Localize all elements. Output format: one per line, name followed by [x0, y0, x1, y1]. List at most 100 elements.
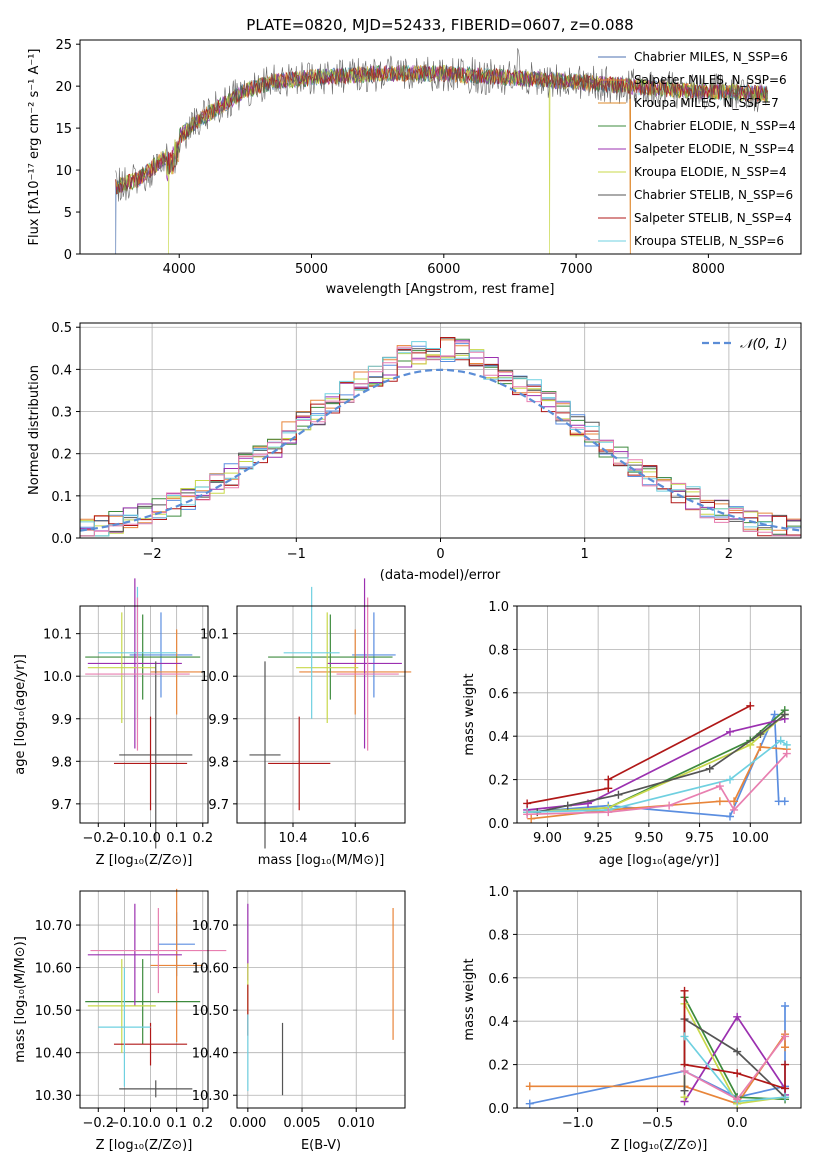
y-axis-label: mass [log₁₀(M/M⊙)]	[13, 936, 28, 1063]
legend-label: Chabrier ELODIE, N_SSP=4	[634, 119, 796, 133]
y-tick-label: 0.3	[51, 406, 72, 421]
panel-weight_vs_age: 9.00 9.25 9.50 9.75 10.00 0.0 0.2 0.4 0.6 0.8 1.0 a…	[462, 600, 802, 868]
residual-x-ticks: −2 −1 0 1 2	[143, 538, 733, 562]
weight-marker	[746, 701, 755, 710]
x-tick-label: −1.0	[562, 1116, 594, 1131]
weight-marker	[781, 1060, 790, 1069]
x-tick-label: 0.010	[338, 1116, 375, 1131]
x-tick-label: 9.25	[584, 831, 613, 846]
axes-frame	[516, 890, 802, 1109]
legend-label: Kroupa STELIB, N_SSP=6	[634, 234, 784, 248]
spectrum-lines	[115, 48, 769, 255]
x-tick-label: 7000	[560, 262, 593, 277]
x-tick-label: −0.2	[82, 1116, 114, 1131]
y-tick-label: 10.0	[200, 670, 229, 685]
residual-xlabel: (data-model)/error	[380, 568, 501, 583]
y-tick-label: 10	[55, 164, 72, 179]
weight-marker	[782, 740, 791, 749]
y-tick-label: 10.30	[35, 1089, 72, 1104]
panel-age_vs_mass: 10.4 10.6 9.7 9.8 9.9 10.0 10.1 mass [log₁₀(M/M…	[200, 578, 412, 868]
x-tick-label: 0.2	[192, 831, 213, 846]
weight-marker	[527, 814, 536, 823]
weight-marker	[715, 782, 724, 791]
y-tick-label: 10.70	[192, 919, 229, 934]
weight-marker	[733, 1047, 742, 1056]
y-tick-label: 0.8	[488, 643, 509, 658]
weight-series-8	[527, 753, 788, 816]
x-axis-label: Z [log₁₀(Z/Z⊙)]	[611, 1138, 708, 1153]
residual-histograms	[80, 337, 801, 537]
weight-marker	[782, 749, 791, 758]
y-tick-label: 10.60	[192, 962, 229, 977]
y-tick-label: 20	[55, 80, 72, 95]
weight-marker	[614, 790, 623, 799]
weight-marker	[781, 1084, 790, 1093]
weight-marker	[733, 1095, 742, 1104]
y-tick-label: 0.0	[488, 817, 509, 832]
y-tick-label: 10.1	[43, 628, 72, 643]
x-tick-label: 5000	[295, 262, 328, 277]
spectrum-panel: 4000 5000 6000 7000 8000 0 5 10 15 20 25 waveleng…	[27, 38, 802, 297]
weight-marker	[780, 710, 789, 719]
panel-weight_vs_Z: −1.0 −0.5 0.0 0.0 0.2 0.4 0.6 0.8 1.0 Z [log₁₀(Z/…	[462, 885, 802, 1153]
small-panels: −0.2−0.1 0.0 0.1 0.29.79.89.910.010.1Z [log…	[13, 578, 802, 1153]
weight-marker	[770, 710, 779, 719]
residual-histogram-8	[80, 341, 801, 537]
weight-marker	[756, 730, 765, 739]
y-axis-label: mass weight	[462, 958, 477, 1040]
x-tick-label: 10.00	[732, 831, 769, 846]
y-tick-label: 10.60	[35, 962, 72, 977]
y-tick-label: 0.6	[488, 972, 509, 987]
x-tick-label: 0.1	[166, 1116, 187, 1131]
weight-marker	[780, 797, 789, 806]
x-tick-label: −2	[143, 547, 162, 562]
y-tick-label: 10.40	[35, 1047, 72, 1062]
y-tick-label: 10.50	[192, 1004, 229, 1019]
weight-series-1	[531, 746, 787, 820]
weight-marker	[525, 1099, 534, 1108]
weight-marker	[563, 801, 572, 810]
weight-marker	[680, 1086, 689, 1095]
weight-marker	[726, 812, 734, 821]
x-tick-label: −0.2	[82, 831, 114, 846]
x-tick-label: 0.0	[140, 1116, 161, 1131]
x-axis-label: age [log₁₀(age/yr)]	[599, 853, 720, 868]
x-tick-label: 4000	[163, 262, 196, 277]
legend-label: Chabrier STELIB, N_SSP=6	[634, 188, 793, 202]
weight-marker	[604, 775, 613, 784]
x-tick-label: −0.1	[109, 831, 141, 846]
weight-marker	[746, 740, 755, 749]
legend-label: Salpeter MILES, N_SSP=6	[634, 73, 787, 87]
x-tick-label: 0.0	[140, 831, 161, 846]
normal-curve	[79, 368, 802, 532]
weight-marker	[781, 1043, 790, 1052]
weight-series-5	[537, 713, 786, 813]
weight-marker	[776, 736, 785, 745]
weight-marker	[523, 799, 532, 808]
legend-label: Kroupa ELODIE, N_SSP=4	[634, 165, 787, 179]
x-tick-label: 1	[581, 547, 589, 562]
residual-y-ticks: 0.0 0.1 0.2 0.3 0.4 0.5	[51, 321, 80, 547]
weight-marker	[730, 797, 739, 806]
y-tick-label: 9.9	[208, 713, 229, 728]
axes-frame	[236, 605, 406, 824]
y-tick-label: 10.30	[192, 1089, 229, 1104]
spectrum-xlabel: wavelength [Angstrom, rest frame]	[326, 282, 555, 297]
weight-marker	[680, 1032, 689, 1041]
y-tick-label: 0.0	[488, 1102, 509, 1117]
residual-panel: −2 −1 0 1 2 0.0 0.1 0.2 0.3 0.4 0.5 (data-model)/…	[27, 321, 802, 583]
y-tick-label: 0.4	[488, 730, 509, 745]
y-tick-label: 0.0	[51, 532, 72, 547]
y-tick-label: 0.5	[51, 321, 72, 336]
weight-marker	[756, 743, 765, 752]
legend-normal-label: 𝒩(0, 1)	[740, 337, 787, 352]
weight-marker	[604, 808, 613, 817]
y-tick-label: 0.6	[488, 687, 509, 702]
weight-marker	[726, 775, 734, 784]
y-tick-label: 0.2	[488, 774, 509, 789]
y-tick-label: 5	[64, 206, 72, 221]
x-tick-label: −0.5	[642, 1116, 674, 1131]
weight-marker	[781, 1002, 790, 1011]
legend-label: Kroupa MILES, N_SSP=7	[634, 96, 779, 110]
